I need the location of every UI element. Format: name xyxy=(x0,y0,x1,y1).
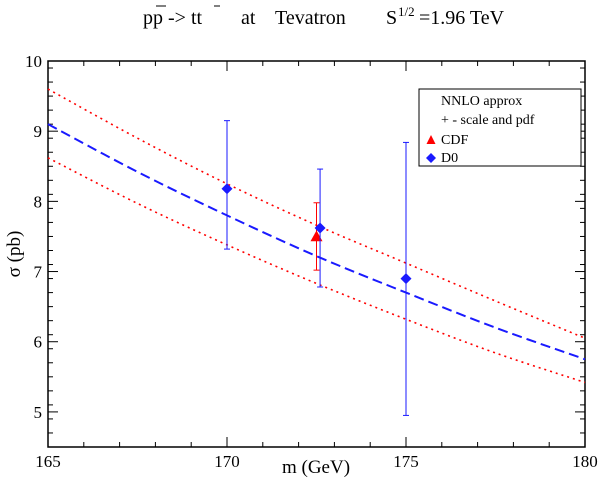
points-layer xyxy=(221,120,412,416)
chart-title: pp -> tt at Tevatron S 1/2 =1.96 TeV xyxy=(143,4,505,29)
title-sqrt-s-base: S xyxy=(386,7,397,29)
svg-text:=1.96 TeV: =1.96 TeV xyxy=(419,7,505,29)
legend-label-scale-pdf: + - scale and pdf xyxy=(441,113,535,128)
y-axis-label-unit: (pb) xyxy=(4,231,25,267)
legend-marker-cdf xyxy=(426,135,436,144)
y-tick-label: 6 xyxy=(34,333,43,352)
cdf-point-triangle xyxy=(310,230,323,242)
y-axis-label-symbol: σ xyxy=(4,267,25,277)
title-sqrt-s-power: 1/2 xyxy=(398,4,415,19)
x-tick-label: 170 xyxy=(214,452,240,471)
x-tick-label: 175 xyxy=(393,452,419,471)
legend-label-d0: D0 xyxy=(441,151,458,166)
svg-text:pp -> tt: pp -> tt xyxy=(143,7,202,29)
plot-frame xyxy=(47,60,586,448)
y-tick-label: 7 xyxy=(34,263,43,282)
svg-text:1/2: 1/2 xyxy=(398,4,415,19)
d0-point-diamond xyxy=(400,273,412,285)
d0-point-diamond xyxy=(221,183,233,195)
title-collider: Tevatron xyxy=(275,7,346,29)
x-axis-label: m (GeV) xyxy=(282,457,350,478)
title-process: pp -> tt xyxy=(143,7,202,29)
tick-labels: 165 170 175 180 5 6 7 8 9 10 xyxy=(25,52,598,471)
legend-box xyxy=(418,88,582,167)
y-tick-label: 5 xyxy=(34,403,43,422)
svg-text:at: at xyxy=(241,7,256,29)
axis-ticks xyxy=(47,60,586,448)
y-tick-label: 9 xyxy=(34,122,43,141)
x-tick-label: 165 xyxy=(35,452,61,471)
legend-label-cdf: CDF xyxy=(441,133,468,148)
d0-point-diamond xyxy=(314,222,326,234)
title-sqrt-s-value: =1.96 TeV xyxy=(419,7,505,29)
legend-label-nnlo: NNLO approx xyxy=(441,94,522,109)
svg-text:S: S xyxy=(386,7,397,29)
y-tick-label: 8 xyxy=(34,192,43,211)
legend-marker-d0 xyxy=(426,153,436,163)
y-tick-label: 10 xyxy=(25,52,42,71)
x-tick-label: 180 xyxy=(572,452,598,471)
svg-text:Tevatron: Tevatron xyxy=(275,7,346,29)
title-at: at xyxy=(241,7,256,29)
legend: NNLO approx + - scale and pdf CDF D0 xyxy=(418,88,582,167)
y-axis-label: σ (pb) xyxy=(4,231,25,278)
